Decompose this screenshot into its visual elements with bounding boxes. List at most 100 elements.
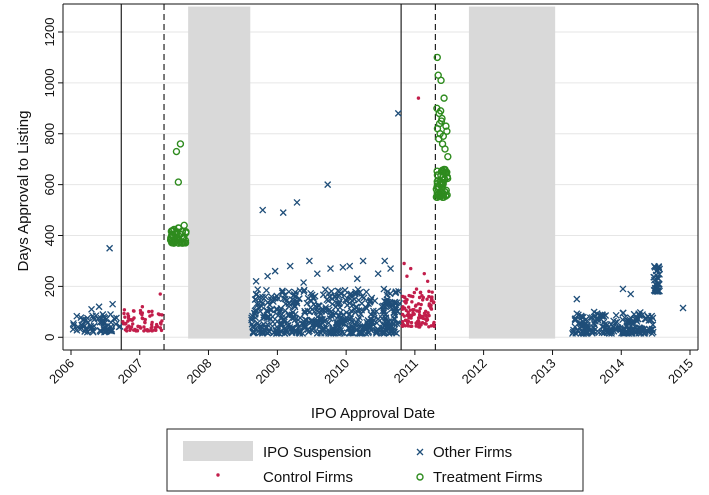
control-firm-point — [423, 309, 428, 313]
legend-label: Other Firms — [433, 444, 512, 461]
other-firm-point — [349, 329, 357, 337]
y-tick-label: 200 — [42, 276, 57, 298]
other-firm-point — [318, 325, 326, 333]
other-firm-point — [391, 311, 399, 319]
other-firm-point — [322, 304, 330, 311]
other-firm-point — [385, 329, 393, 337]
control-firm-point — [132, 309, 136, 313]
other-firm-point — [278, 287, 286, 295]
control-firm-point — [425, 297, 429, 301]
x-tick-label: 2015 — [665, 356, 696, 387]
control-firm-point — [431, 300, 436, 305]
other-firm-point — [256, 307, 264, 315]
control-firm-point — [411, 311, 415, 315]
other-firm-point — [648, 329, 656, 337]
other-firm-point — [349, 301, 357, 309]
other-firm-point — [300, 288, 308, 296]
other-firm-point — [342, 297, 350, 305]
other-firm-point — [286, 262, 294, 270]
other-firm-point — [322, 316, 330, 324]
treatment-firm-point — [176, 140, 185, 148]
other-firm-point — [264, 272, 272, 280]
y-tick-label: 800 — [42, 123, 57, 145]
y-tick-label: 1000 — [42, 68, 57, 97]
plot-background — [63, 4, 698, 350]
other-firm-point — [383, 318, 391, 326]
control-firm-point — [407, 293, 411, 298]
other-firm-point — [84, 319, 92, 326]
other-firm-point — [83, 328, 91, 336]
other-firm-point — [391, 325, 399, 333]
other-firm-point — [313, 270, 321, 278]
other-firm-point — [92, 312, 100, 320]
other-firm-point — [359, 257, 367, 265]
other-firm-point — [330, 329, 338, 337]
treatment-firm-point — [172, 231, 180, 239]
control-firm-point — [132, 316, 136, 320]
other-firm-point — [619, 309, 627, 317]
other-firm-point — [353, 275, 361, 283]
other-firm-point — [259, 314, 267, 321]
other-firm-point — [295, 329, 303, 337]
other-firm-point — [328, 329, 336, 337]
control-firm-point — [416, 316, 421, 320]
control-firm-point — [153, 325, 158, 330]
control-firm-point — [123, 328, 128, 332]
control-firm-point — [427, 294, 431, 299]
other-firm-point — [310, 300, 318, 308]
other-firm-point — [600, 318, 608, 326]
control-firm-point — [129, 325, 134, 329]
other-firm-point — [250, 309, 258, 317]
other-firm-point — [324, 181, 332, 189]
other-firm-point — [633, 314, 641, 322]
treatment-firm-point — [433, 171, 442, 179]
control-firm-point — [424, 313, 428, 318]
x-tick-label: 2011 — [391, 356, 421, 386]
control-firm-point — [405, 313, 410, 318]
other-firm-point — [356, 330, 364, 337]
other-firm-point — [598, 329, 606, 337]
y-tick-label: 1200 — [42, 18, 57, 47]
other-firm-point — [323, 296, 331, 304]
treatment-firm-point — [443, 168, 451, 176]
control-firm-point — [416, 318, 421, 323]
x-axis-ticks: 2006 2007 2008 2009 2010 2011 2012 2013 2014 2015 — [46, 350, 696, 387]
other-firm-point — [627, 290, 635, 298]
other-firm-point — [334, 320, 342, 328]
other-firm-point — [600, 312, 608, 320]
other-firm-point — [655, 270, 663, 278]
other-firm-point — [259, 328, 267, 336]
other-firm-point — [321, 286, 329, 294]
other-firm-point — [613, 318, 621, 326]
control-firm-point — [143, 317, 148, 322]
control-firm-point — [409, 266, 413, 271]
other-firm-point — [612, 324, 620, 332]
other-firm-point — [572, 316, 580, 324]
control-firm-point — [154, 322, 159, 327]
other-firm-point — [268, 306, 275, 314]
control-firm-point — [130, 318, 134, 323]
other-firm-point — [347, 313, 355, 321]
y-axis-ticks: 0 200 400 600 800 1000 1200 — [42, 18, 63, 341]
x-tick-label: 2012 — [459, 356, 490, 387]
control-firm-point — [150, 309, 154, 314]
control-firm-point — [405, 320, 410, 325]
treatment-firm-point — [174, 239, 183, 247]
other-firm-point — [325, 306, 333, 314]
other-firm-point — [339, 263, 347, 271]
other-firm-point — [274, 324, 282, 332]
control-firm-point — [410, 300, 414, 304]
treatment-firm-point — [443, 127, 451, 135]
other-firm-point — [594, 327, 601, 335]
control-firm-point — [412, 307, 416, 312]
control-firm-point — [404, 308, 408, 313]
control-firm-point — [419, 302, 423, 307]
other-firm-point — [387, 265, 395, 273]
other-firm-point — [573, 295, 581, 303]
control-firm-point — [400, 307, 405, 311]
other-firm-point — [382, 314, 390, 322]
other-firm-point — [271, 267, 279, 275]
other-firm-point — [107, 310, 114, 318]
control-firm-point — [432, 324, 436, 328]
